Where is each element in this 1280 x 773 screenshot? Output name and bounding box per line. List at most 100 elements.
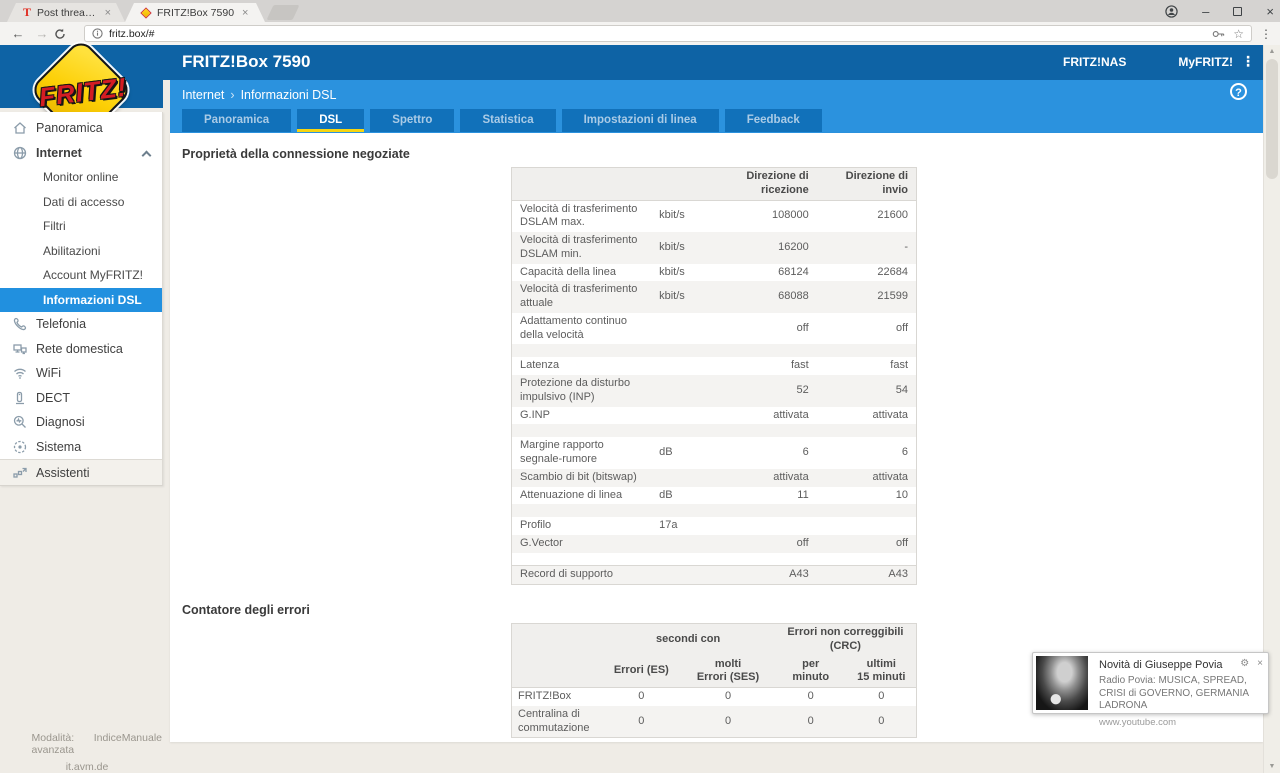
page-info-icon[interactable] [92,28,103,39]
fritznas-link[interactable]: FRITZ!NAS [1063,55,1127,69]
table-cell: fast [890,359,908,372]
scrollbar-thumb[interactable] [1266,59,1278,179]
table-cell: Profilo [520,519,552,532]
sidebar-item-assistenti[interactable]: Assistenti [0,459,162,485]
tab-dsl[interactable]: DSL [297,109,365,132]
section-title-errors: Contatore degli errori [182,603,310,617]
sidebar-item-account-myfritz[interactable]: Account MyFRITZ! [0,263,162,288]
tab-spettro[interactable]: Spettro [370,109,455,132]
toms-hardware-icon: T [23,5,32,19]
scroll-down-icon[interactable]: ▼ [1268,763,1276,770]
sidebar-item-diagnosi[interactable]: Diagnosi [0,410,162,435]
header-menu-icon[interactable]: ⋮ [1241,53,1255,69]
col-header [512,168,652,201]
password-key-icon[interactable] [1212,29,1225,39]
avm-site-link[interactable]: it.avm.de [65,761,109,773]
table-row: Capacità della linea kbit/s 68124 22684 [512,264,917,282]
group-header-crc: Errori non correggibili (CRC) [787,626,904,652]
sidebar-item-panoramica[interactable]: Panoramica [0,116,162,141]
url-bar[interactable]: fritz.box/# ☆ [84,25,1252,42]
breadcrumb-separator: › [230,88,235,102]
breadcrumb-section[interactable]: Internet [182,88,225,102]
table-cell: dB [659,446,673,459]
sidebar-item-informazioni-dsl[interactable]: Informazioni DSL [0,287,162,312]
table-cell: Attenuazione di linea [520,488,623,501]
close-button[interactable]: × [1266,3,1274,19]
sidebar-item-dect[interactable]: DECT [0,386,162,411]
browser-menu-icon[interactable]: ⋮ [1260,26,1272,41]
sidebar-item-sistema[interactable]: Sistema [0,435,162,460]
sidebar-item-label: Internet [36,145,82,160]
help-icon[interactable]: ? [1230,83,1247,100]
url-text[interactable]: fritz.box/# [109,27,155,40]
table-row: Adattamento continuo della velocità off of… [512,313,917,345]
tab-impostazioni-di-linea[interactable]: Impostazioni di linea [561,109,719,132]
notification-settings-icon[interactable]: ⚙ [1240,658,1250,669]
table-cell [651,313,711,345]
profile-icon[interactable] [1165,4,1178,18]
back-button[interactable]: ← [11,26,25,41]
col-header-downstream: Direzione di ricezione [746,170,809,196]
table-cell: Capacità della linea [520,265,617,278]
chevron-up-icon[interactable] [141,150,152,160]
table-cell: fast [790,359,809,372]
sidebar-item-rete-domestica[interactable]: Rete domestica [0,337,162,362]
table-cell: - [904,240,908,253]
index-link[interactable]: Indice [93,732,122,744]
browser-tabstrip: T Post thread | Tom's Hard × FRITZ!Box 7… [0,0,1280,22]
myfritz-link[interactable]: MyFRITZ! [1178,55,1233,69]
forward-button[interactable]: → [35,26,49,41]
table-row: Velocità di trasferimento DSLAM max. kbit… [512,200,917,232]
system-icon [10,439,30,455]
tab-close-icon[interactable]: × [242,6,249,19]
browser-tab-toms-hardware[interactable]: T Post thread | Tom's Hard × [7,3,125,22]
sidebar-item-filtri[interactable]: Filtri [0,214,162,239]
sidebar-item-dati-di-accesso[interactable]: Dati di accesso [0,190,162,215]
mode-label[interactable]: Modalità: avanzata [31,732,75,756]
bookmark-star-icon[interactable]: ☆ [1233,26,1244,41]
page-title: FRITZ!Box 7590 [182,52,311,71]
notification-source: www.youtube.com [1099,716,1177,728]
restore-button[interactable] [1233,6,1243,16]
manual-link[interactable]: Manuale [121,732,162,744]
reload-button[interactable] [54,28,78,40]
sidebar-item-label: Abilitazioni [43,243,101,258]
sidebar-item-label: Sistema [36,439,82,454]
scroll-up-icon[interactable]: ▲ [1268,48,1276,55]
page-scrollbar[interactable]: ▲ ▼ [1263,45,1280,773]
table-cell [711,424,817,437]
tab-statistica[interactable]: Statistica [460,109,556,132]
col-header: molti Errori (SES) [696,657,760,684]
logo-block: FRITZ! [0,37,163,143]
sidebar-item-wifi[interactable]: WiFi [0,361,162,386]
notification-body: Novità di Giuseppe Povia Radio Povia: MU… [1091,653,1268,728]
table-cell: 21599 [877,290,908,303]
sidebar-item-abilitazioni[interactable]: Abilitazioni [0,239,162,264]
tab-close-icon[interactable]: × [104,6,111,19]
table-cell: attivata [872,470,908,483]
browser-tab-fritzbox[interactable]: FRITZ!Box 7590 × [125,3,265,22]
new-tab-button[interactable] [266,5,300,20]
sidebar-item-monitor-online[interactable]: Monitor online [0,165,162,190]
sidebar-item-telefonia[interactable]: Telefonia [0,312,162,337]
minimize-button[interactable]: – [1202,3,1210,19]
notification-close-icon[interactable]: × [1257,658,1263,669]
sidebar-item-label: Telefonia [36,317,87,332]
tab-feedback[interactable]: Feedback [724,109,822,132]
table-cell: attivata [773,408,809,421]
table-cell: 54 [895,383,908,396]
notification-text: Radio Povia: MUSICA, SPREAD, CRISI di GO… [1099,675,1249,711]
tab-panoramica[interactable]: Panoramica [182,109,292,132]
breadcrumb-page: Informazioni DSL [240,88,337,102]
sidebar-item-label: DECT [36,390,71,405]
col-header [651,168,711,201]
home-icon [10,120,30,136]
sidebar-item-label: Assistenti [36,465,90,480]
table-row: Profilo 17a [512,517,917,535]
notification-popup[interactable]: Novità di Giuseppe Povia Radio Povia: MU… [1032,652,1269,728]
table-cell [651,357,711,375]
table-cell: Record di supporto [520,568,613,581]
sidebar-item-internet[interactable]: Internet [0,141,162,166]
table-cell: A43 [789,568,809,581]
table-cell: 0 [878,690,885,702]
